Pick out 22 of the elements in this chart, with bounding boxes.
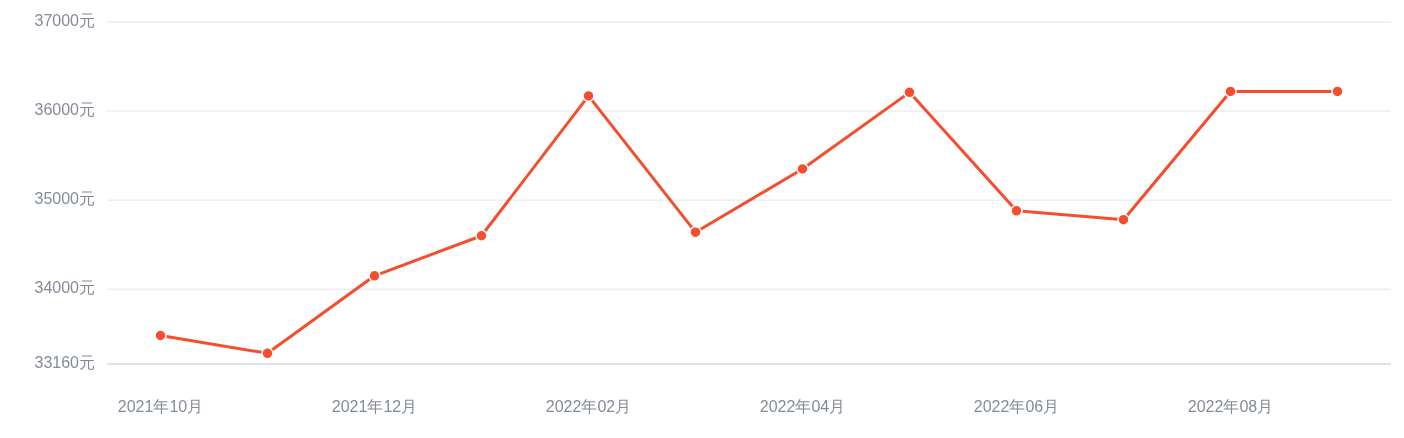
point (1010, 204, 1023, 218)
point (903, 86, 916, 99)
y-tick-label: 34000元 (34, 279, 95, 297)
point (689, 225, 702, 239)
point (1117, 213, 1130, 226)
x-tick-label: 2021年10月 (117, 398, 204, 416)
x-tick-label: 2022年06月 (973, 398, 1060, 416)
point (582, 89, 595, 103)
point (1331, 85, 1344, 98)
x-tick-label: 2021年12月 (331, 398, 418, 416)
y-tick-label: 33160元 (34, 354, 95, 372)
y-tick-label: 36000元 (34, 101, 95, 119)
point (154, 329, 167, 342)
point (1224, 85, 1237, 98)
x-tick-label: 2022年02月 (545, 398, 632, 416)
y-tick-label: 35000元 (34, 190, 95, 208)
point (368, 269, 381, 283)
x-tick-label: 2022年04月 (759, 398, 846, 416)
x-tick-label: 2022年08月 (1187, 398, 1274, 416)
point (475, 229, 488, 242)
point (796, 162, 809, 176)
y-tick-label: 37000元 (34, 12, 95, 30)
